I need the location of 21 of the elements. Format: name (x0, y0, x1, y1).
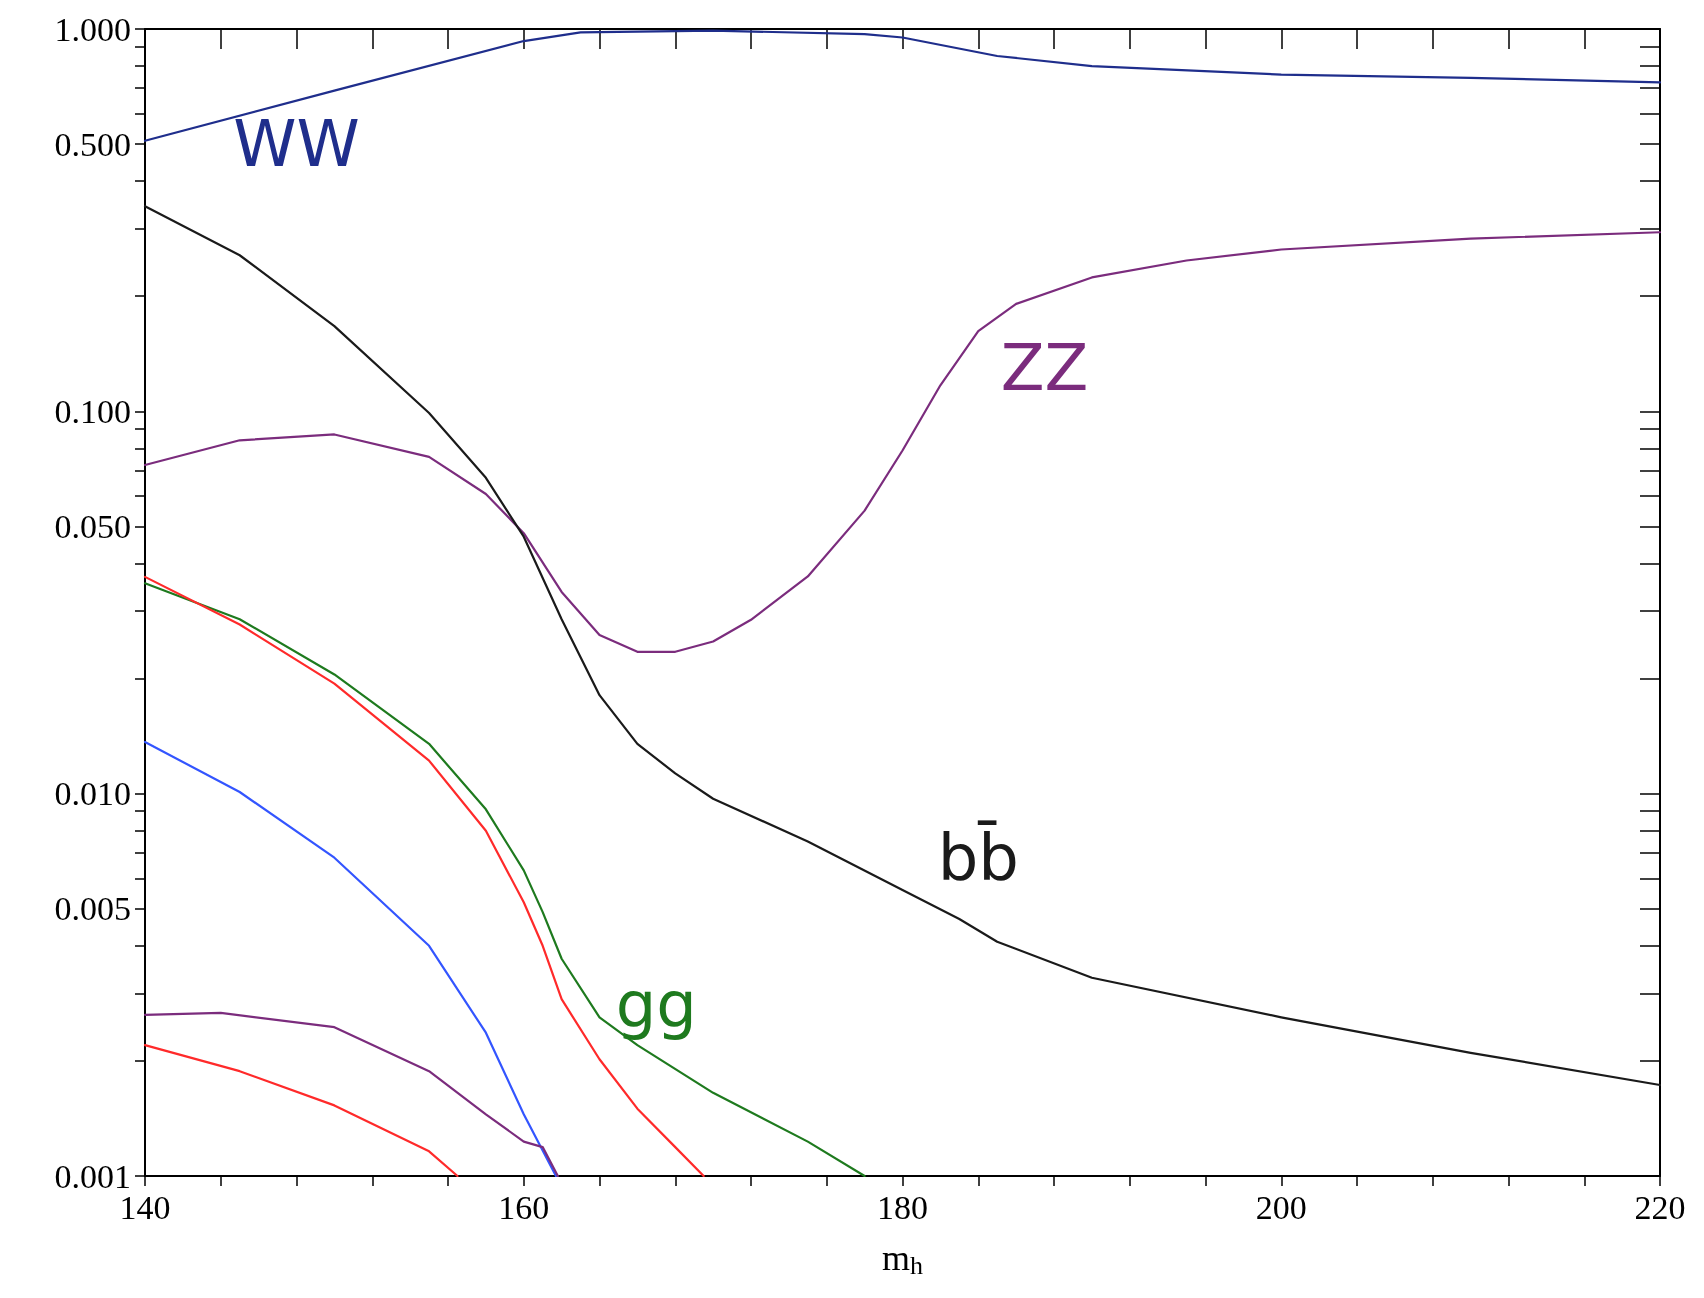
series-label: WW (233, 107, 360, 182)
x-tick-label: 180 (877, 1188, 928, 1226)
y-tick-label: 0.100 (54, 392, 131, 430)
series-label: gg (615, 968, 697, 1043)
line-series (143, 205, 1662, 1087)
x-tick-label: 220 (1634, 1188, 1686, 1226)
y-tick-label: 1.000 (54, 10, 131, 48)
y-tick-label: 0.050 (54, 507, 131, 545)
series-label: bb̄ (937, 820, 1019, 895)
x-tick-label: 160 (498, 1188, 550, 1226)
y-tick-label: 0.010 (54, 775, 131, 813)
line-series (143, 740, 558, 1178)
series-label: ZZ (1000, 330, 1089, 405)
line-series (143, 1043, 459, 1178)
x-tick-label: 200 (1255, 1188, 1307, 1226)
y-tick-label: 0.005 (54, 890, 131, 928)
y-tick-label: 0.500 (54, 125, 131, 163)
line-series (143, 575, 705, 1178)
line-series (143, 582, 866, 1178)
line-series (143, 231, 1662, 653)
line-series (143, 1011, 559, 1178)
